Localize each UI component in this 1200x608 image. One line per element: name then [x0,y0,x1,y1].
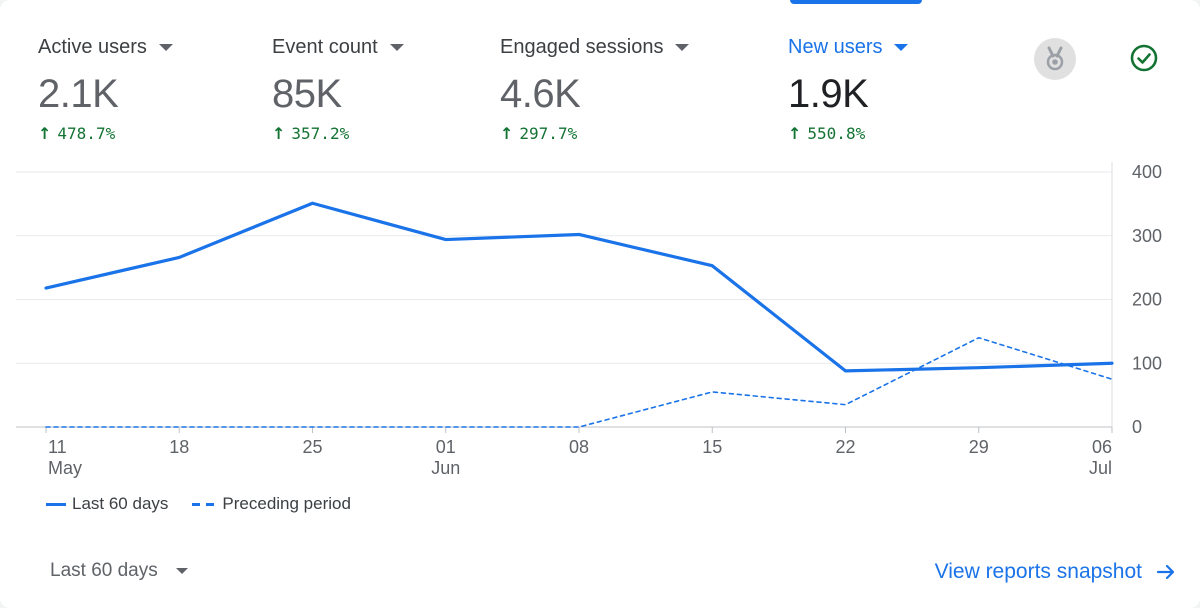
top-tab-indicator [790,0,922,4]
insights-button[interactable] [1034,38,1076,80]
check-circle-icon [1130,44,1158,72]
metric-active-users[interactable]: Active users 2.1K ↑ 478.7% [38,34,173,143]
arrow-right-icon [1156,562,1176,582]
y-tick-label: 100 [1132,353,1162,373]
legend-item-preceding-period: Preceding period [192,494,351,514]
y-tick-label: 400 [1132,162,1162,182]
chevron-down-icon[interactable] [675,43,690,51]
metric-label: New users [788,35,883,58]
x-tick-label: 08 [569,437,589,457]
y-tick-label: 200 [1132,290,1162,310]
x-tick-month-label: Jul [1089,458,1112,478]
x-tick-month-label: Jun [431,458,460,478]
legend-label: Last 60 days [72,494,169,513]
metric-change-value: 357.2% [291,124,350,143]
chevron-down-icon[interactable] [894,43,909,51]
chevron-down-icon[interactable] [389,43,404,51]
metric-value: 2.1K [38,72,119,116]
chevron-down-icon [175,568,188,574]
metric-engaged-sessions[interactable]: Engaged sessions 4.6K ↑ 297.7% [500,34,690,143]
metric-change: ↑ 478.7% [38,124,173,143]
x-tick-month-label: May [48,458,82,478]
check-status-button[interactable] [1124,38,1164,78]
metric-change-value: 297.7% [519,124,578,143]
arrow-up-icon: ↑ [788,124,802,143]
chart-legend: Last 60 days Preceding period [46,494,375,514]
metric-change: ↑ 297.7% [500,124,689,143]
legend-label: Preceding period [222,494,351,513]
metric-label: Active users [38,35,147,58]
x-tick-label: 22 [835,437,855,457]
legend-swatch-solid [46,502,66,506]
metric-change: ↑ 357.2% [272,124,404,143]
metric-value: 4.6K [500,72,581,116]
metric-value: 85K [272,72,342,116]
metric-value: 1.9K [788,72,869,116]
series-line-last-60-days [44,201,1114,373]
metric-change: ↑ 550.8% [788,124,908,143]
medal-icon [1046,46,1064,71]
view-reports-snapshot-link[interactable]: View reports snapshot [935,560,1176,584]
x-tick-label: 01 [436,437,456,457]
metric-label: Engaged sessions [500,35,664,58]
x-tick-label: 25 [302,437,322,457]
metric-label: Event count [272,35,378,58]
x-tick-label: 15 [702,437,722,457]
y-tick-label: 0 [1132,417,1142,437]
x-tick-label: 11 [48,437,67,457]
metric-change-value: 550.8% [807,124,866,143]
date-range-label: Last 60 days [50,560,158,581]
chevron-down-icon[interactable] [158,43,173,51]
legend-swatch-dashed [192,502,215,506]
arrow-up-icon: ↑ [38,124,52,143]
legend-item-last-60-days: Last 60 days [46,494,168,514]
view-reports-snapshot-label: View reports snapshot [934,560,1142,583]
metric-event-count[interactable]: Event count 85K ↑ 357.2% [272,34,404,143]
arrow-up-icon: ↑ [272,124,286,143]
metric-change-value: 478.7% [57,124,116,143]
x-tick-label: 18 [169,437,189,457]
metric-new-users[interactable]: New users 1.9K ↑ 550.8% [788,34,909,143]
series-line-preceding-period [45,336,1113,428]
x-tick-label: 29 [969,437,989,457]
x-tick-label: 06 [1092,437,1112,457]
date-range-dropdown[interactable]: Last 60 days [50,560,188,582]
arrow-up-icon: ↑ [500,124,514,143]
y-tick-label: 300 [1132,226,1162,246]
